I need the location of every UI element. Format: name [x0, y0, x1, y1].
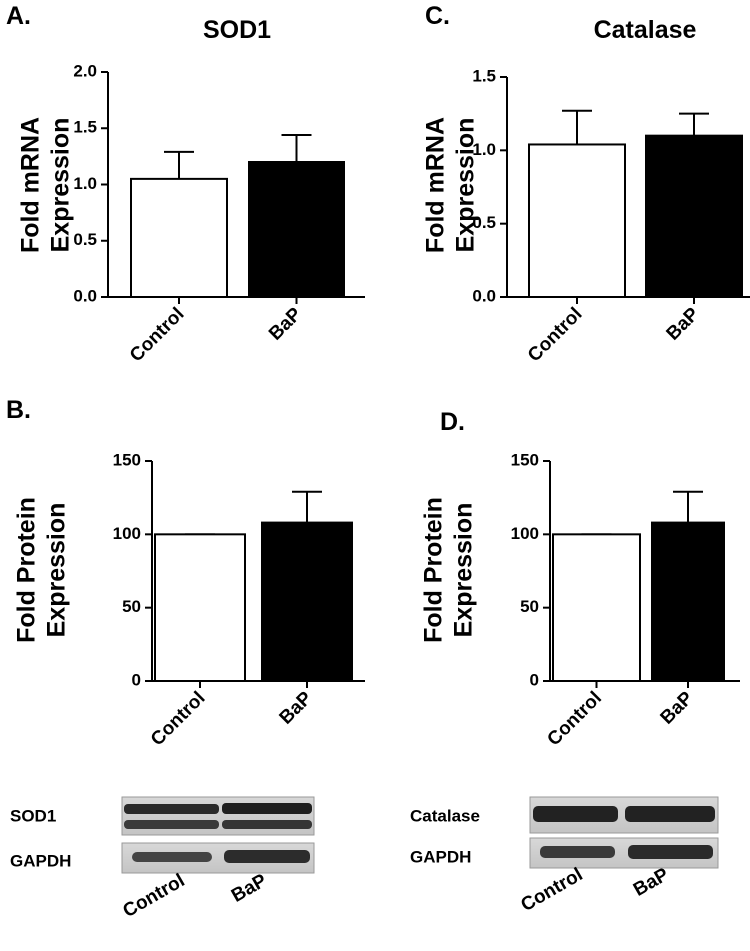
bar	[248, 161, 345, 298]
y-axis-label: Expression	[450, 503, 478, 638]
y-tick-label: 0.5	[73, 230, 97, 249]
x-tick-label: Control	[524, 304, 587, 367]
blot-band	[222, 820, 312, 829]
bar	[528, 143, 626, 298]
bar	[645, 134, 743, 298]
lane-label: Control	[518, 864, 587, 916]
y-tick-label: 0	[530, 670, 539, 689]
y-tick-label: 100	[113, 524, 141, 543]
y-axis-label: Fold Protein	[13, 497, 41, 643]
bar	[261, 521, 353, 682]
bar	[552, 533, 641, 682]
y-axis-label: Expression	[43, 503, 71, 638]
y-tick-label: 1.5	[73, 118, 97, 137]
y-axis-label: Fold Protein	[420, 497, 448, 643]
x-tick-label: Control	[147, 688, 210, 751]
blot-band	[124, 820, 219, 829]
y-axis-label: Fold mRNA	[17, 117, 45, 253]
y-tick-label: 150	[511, 450, 539, 469]
y-axis-label: Expression	[452, 118, 480, 253]
blot-image	[121, 796, 315, 836]
x-tick-label: BaP	[265, 303, 306, 344]
lane-label: BaP	[228, 870, 271, 907]
y-tick-label: 1.5	[472, 66, 496, 85]
x-tick-label: Control	[126, 304, 189, 367]
y-tick-label: 2.0	[73, 61, 97, 80]
x-tick-label: Control	[543, 688, 606, 751]
blot-band	[124, 804, 219, 814]
bar	[154, 533, 246, 682]
blot-band	[132, 852, 212, 862]
y-tick-label: 0	[132, 670, 141, 689]
y-axis-label: Fold mRNA	[422, 117, 450, 253]
band-label: SOD1	[10, 806, 56, 825]
band-label: GAPDH	[410, 847, 471, 866]
y-tick-label: 150	[113, 450, 141, 469]
band-label: GAPDH	[10, 851, 71, 870]
lane-label: Control	[120, 870, 189, 922]
panel-label: C.	[425, 2, 450, 30]
blot-band	[625, 806, 715, 822]
panel-label: B.	[6, 396, 31, 424]
y-tick-label: 1.0	[472, 140, 496, 159]
y-tick-label: 0.5	[472, 213, 496, 232]
y-tick-label: 50	[122, 597, 141, 616]
panel-label: A.	[6, 2, 31, 30]
blot-band	[540, 846, 615, 858]
y-axis-label: Expression	[47, 118, 75, 253]
bar	[130, 177, 228, 298]
x-tick-label: BaP	[663, 303, 704, 344]
lane-label: BaP	[630, 864, 673, 901]
y-tick-label: 100	[511, 524, 539, 543]
blot-band	[222, 803, 312, 814]
bar	[651, 521, 725, 682]
x-tick-label: BaP	[657, 687, 698, 728]
chart-title: Catalase	[594, 16, 697, 44]
blot-band	[224, 850, 310, 863]
chart-title: SOD1	[203, 16, 271, 44]
y-tick-label: 50	[520, 597, 539, 616]
y-tick-label: 0.0	[73, 286, 97, 305]
band-label: Catalase	[410, 806, 480, 825]
x-tick-label: BaP	[276, 687, 317, 728]
y-tick-label: 0.0	[472, 286, 496, 305]
blot-band	[533, 806, 618, 822]
blot-band	[628, 845, 713, 859]
panel-label: D.	[440, 408, 465, 436]
y-tick-label: 1.0	[73, 174, 97, 193]
